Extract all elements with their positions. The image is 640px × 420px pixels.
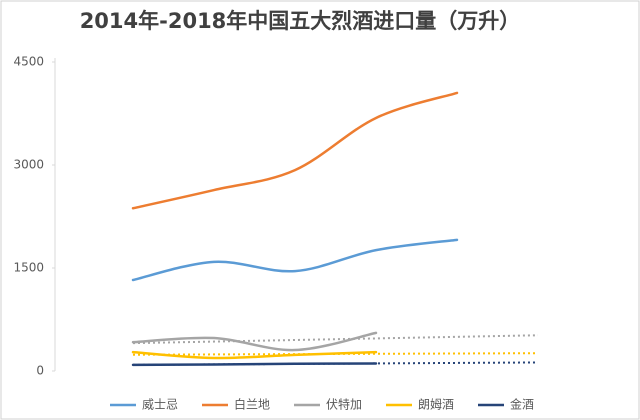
y-tick-label: 3000 <box>13 158 44 172</box>
chart-title: 2014年-2018年中国五大烈酒进口量（万升） <box>80 9 521 33</box>
legend-label: 伏特加 <box>326 397 362 412</box>
y-tick-label: 0 <box>36 364 44 378</box>
legend-label: 朗姆酒 <box>418 398 454 412</box>
legend-label: 金酒 <box>510 397 534 412</box>
series-line <box>131 238 459 282</box>
legend-label: 白兰地 <box>234 397 270 412</box>
series-line <box>131 331 378 352</box>
y-tick-label: 1500 <box>13 261 44 275</box>
legend-label: 威士忌 <box>142 398 178 412</box>
y-tick-label: 4500 <box>13 55 44 69</box>
series-line <box>131 91 459 210</box>
